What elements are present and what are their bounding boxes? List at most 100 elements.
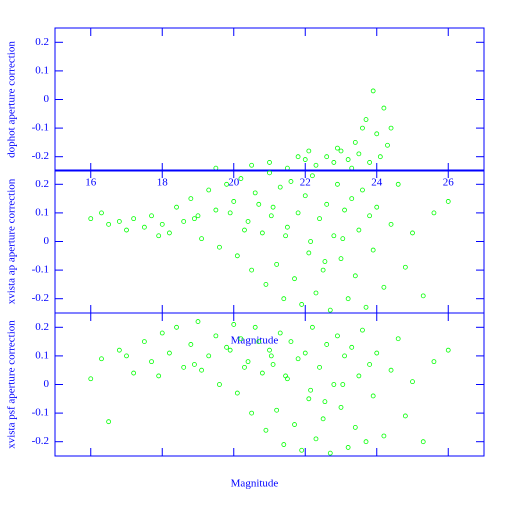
- point: [324, 154, 330, 160]
- point: [363, 117, 369, 122]
- point: [149, 213, 154, 219]
- point: [381, 284, 387, 290]
- point: [363, 304, 369, 310]
- point: [374, 204, 380, 210]
- point: [166, 350, 172, 356]
- y-tick-label: 0.1: [35, 349, 49, 361]
- y-tick-label: 0.1: [35, 206, 49, 218]
- point: [249, 162, 255, 168]
- point: [217, 382, 222, 387]
- point: [284, 224, 290, 230]
- point: [313, 436, 319, 442]
- point: [206, 353, 212, 359]
- point: [245, 219, 251, 224]
- point: [259, 370, 265, 376]
- point: [141, 339, 147, 345]
- point: [335, 181, 340, 187]
- y-axis-label: xvista psf aperture correction: [6, 320, 18, 449]
- y-tick-label: -0.2: [32, 435, 49, 447]
- point: [322, 399, 328, 405]
- point: [352, 424, 358, 430]
- x-tick-label: 22: [300, 177, 311, 189]
- point: [352, 139, 358, 145]
- point: [335, 145, 340, 151]
- point: [352, 273, 358, 279]
- point: [227, 347, 233, 353]
- y-tick-label: -0.2: [32, 150, 49, 162]
- point: [322, 259, 328, 264]
- y-tick-label: 0: [44, 93, 50, 105]
- point: [217, 244, 222, 250]
- point: [374, 350, 380, 356]
- point: [402, 413, 408, 419]
- y-tick-label: -0.1: [32, 264, 49, 276]
- point: [335, 333, 340, 339]
- point: [306, 250, 312, 256]
- y-tick-label: 0: [44, 378, 50, 390]
- point: [381, 105, 387, 111]
- point: [338, 256, 344, 262]
- point: [131, 216, 137, 222]
- point: [360, 327, 365, 333]
- y-axis-label: xvista ap aperture correction: [6, 178, 18, 304]
- point: [410, 379, 415, 385]
- point: [327, 307, 333, 313]
- point: [234, 390, 240, 396]
- point: [338, 404, 344, 410]
- point: [270, 362, 276, 367]
- point: [385, 142, 390, 148]
- point: [349, 196, 355, 202]
- point: [116, 347, 122, 353]
- point: [295, 356, 301, 362]
- point: [374, 131, 380, 137]
- point: [367, 213, 373, 219]
- point: [340, 236, 346, 242]
- point: [302, 350, 308, 356]
- point: [356, 151, 362, 157]
- point: [313, 290, 319, 296]
- point: [245, 359, 251, 365]
- point: [302, 193, 308, 199]
- point: [252, 190, 258, 196]
- point: [274, 407, 280, 413]
- point: [267, 170, 272, 176]
- point: [349, 344, 355, 350]
- point: [88, 376, 94, 382]
- point: [299, 447, 305, 453]
- point: [327, 450, 333, 456]
- point: [342, 353, 347, 359]
- point: [356, 373, 362, 379]
- point: [274, 261, 280, 267]
- point: [199, 367, 204, 373]
- point: [295, 210, 301, 216]
- point: [309, 173, 315, 179]
- point: [370, 88, 376, 94]
- point: [288, 179, 294, 184]
- point: [131, 370, 137, 376]
- point: [308, 239, 314, 244]
- point: [195, 213, 201, 219]
- point: [445, 199, 451, 204]
- point: [431, 210, 437, 216]
- x-tick-label: 18: [157, 177, 169, 189]
- point: [252, 324, 258, 330]
- point: [88, 216, 94, 222]
- panel-frame: [54, 169, 485, 314]
- point: [141, 224, 147, 230]
- point: [283, 233, 288, 239]
- point: [320, 267, 326, 273]
- point: [356, 227, 362, 233]
- point: [370, 393, 376, 399]
- point: [181, 219, 187, 224]
- point: [268, 353, 274, 359]
- point: [363, 439, 369, 445]
- point: [299, 302, 305, 307]
- point: [317, 364, 322, 370]
- point: [242, 364, 247, 370]
- point: [259, 230, 265, 236]
- point: [192, 362, 197, 367]
- point: [308, 387, 314, 393]
- point: [156, 233, 162, 239]
- point: [288, 339, 294, 345]
- point: [331, 233, 337, 239]
